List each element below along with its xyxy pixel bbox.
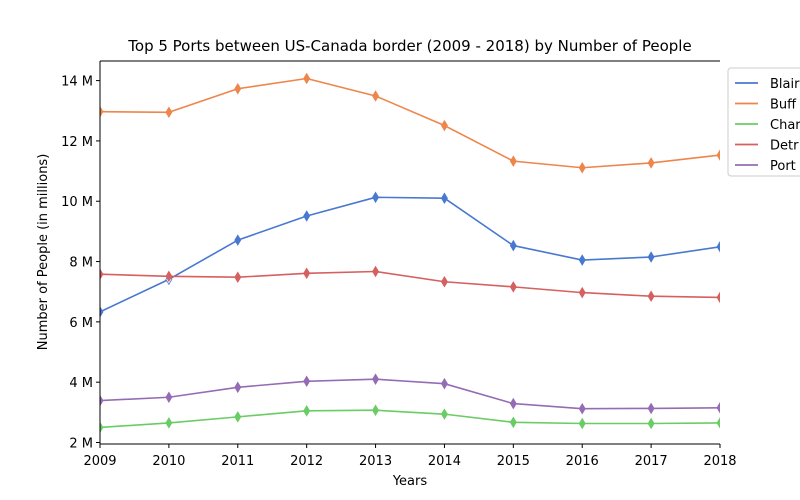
x-tick-label: 2014 [428, 454, 461, 469]
data-point-blaine [647, 251, 655, 263]
data-point-port-huron [440, 377, 448, 390]
series-group [100, 72, 720, 434]
data-point-champlain [100, 421, 104, 434]
data-point-buffalo [100, 105, 104, 118]
series-line-blaine [100, 196, 720, 313]
x-tick-label: 2016 [566, 454, 599, 469]
data-point-port-huron [234, 381, 242, 394]
data-point-port-huron [509, 397, 517, 410]
x-tick-label: 2018 [703, 454, 736, 469]
data-point-detroit [578, 286, 586, 299]
x-tick-label: 2012 [290, 454, 323, 469]
data-point-champlain [716, 417, 720, 429]
x-tick-label: 2009 [83, 454, 116, 469]
series-line-champlain [100, 409, 720, 429]
data-point-detroit [716, 291, 720, 304]
data-point-blaine [372, 191, 380, 204]
data-point-champlain [509, 416, 517, 429]
y-tick-label: 2 M [69, 436, 93, 451]
data-point-champlain [372, 404, 380, 417]
y-tick-label: 10 M [61, 195, 93, 210]
data-point-blaine [578, 254, 586, 266]
data-point-blaine [509, 239, 517, 252]
data-point-champlain [165, 417, 173, 429]
data-point-buffalo [716, 149, 720, 161]
x-tick-label: 2015 [497, 454, 530, 469]
legend-box [727, 67, 800, 177]
data-point-port-huron [647, 402, 655, 415]
data-point-port-huron [100, 394, 104, 407]
legend: Blair Buff Char Detr Port [727, 67, 800, 177]
y-tick-label: 14 M [61, 75, 93, 90]
data-point-port-huron [578, 402, 586, 415]
data-point-champlain [303, 405, 311, 417]
data-point-buffalo [578, 161, 586, 174]
data-point-detroit [647, 290, 655, 303]
data-point-buffalo [234, 82, 242, 95]
y-axis: 2 M 4 M 6 M 8 M 10 M 12 M 14 M [61, 75, 100, 451]
x-tick-label: 2011 [221, 454, 254, 469]
y-axis-label: Number of People (in millions) [36, 154, 51, 351]
data-point-champlain [578, 417, 586, 430]
series-line-port-huron [100, 378, 720, 410]
data-point-blaine [716, 240, 720, 253]
data-point-port-huron [303, 375, 311, 388]
data-point-detroit [440, 275, 448, 288]
data-point-port-huron [372, 373, 380, 385]
data-point-champlain [234, 411, 242, 423]
data-point-detroit [303, 267, 311, 280]
data-point-detroit [100, 268, 104, 280]
data-point-buffalo [165, 106, 173, 119]
y-tick-label: 8 M [69, 256, 93, 271]
data-point-detroit [372, 265, 380, 278]
chart-title: Top 5 Ports between US-Canada border (20… [127, 37, 691, 55]
data-point-buffalo [303, 72, 311, 85]
x-tick-label: 2013 [359, 454, 392, 469]
legend-label: Buff [770, 98, 797, 113]
data-point-champlain [440, 408, 448, 420]
x-axis: 2009 2010 2011 2012 2013 2014 2015 2016 2017 2018 [83, 444, 737, 469]
x-tick-label: 2010 [152, 454, 185, 469]
legend-label: Char [770, 118, 800, 133]
data-point-port-huron [716, 402, 720, 414]
data-point-detroit [165, 270, 173, 283]
data-point-buffalo [440, 119, 448, 132]
legend-label: Port [770, 159, 796, 174]
data-point-buffalo [647, 157, 655, 169]
data-point-detroit [509, 281, 517, 293]
data-point-buffalo [372, 90, 380, 102]
legend-label: Detr [770, 139, 799, 154]
data-point-detroit [234, 271, 242, 284]
data-point-blaine [100, 306, 104, 318]
x-tick-label: 2017 [635, 454, 668, 469]
y-tick-label: 6 M [69, 316, 93, 331]
data-point-buffalo [509, 155, 517, 167]
series-line-detroit [100, 270, 720, 299]
data-point-blaine [234, 234, 242, 246]
data-point-blaine [440, 192, 448, 204]
legend-label: Blair [770, 77, 800, 92]
series-line-buffalo [100, 77, 720, 169]
plot-area [99, 60, 720, 445]
data-point-champlain [647, 417, 655, 430]
y-tick-label: 12 M [61, 135, 93, 150]
data-point-port-huron [165, 391, 173, 404]
x-axis-label: Years [392, 474, 428, 489]
data-point-blaine [303, 210, 311, 222]
y-tick-label: 4 M [69, 376, 93, 391]
